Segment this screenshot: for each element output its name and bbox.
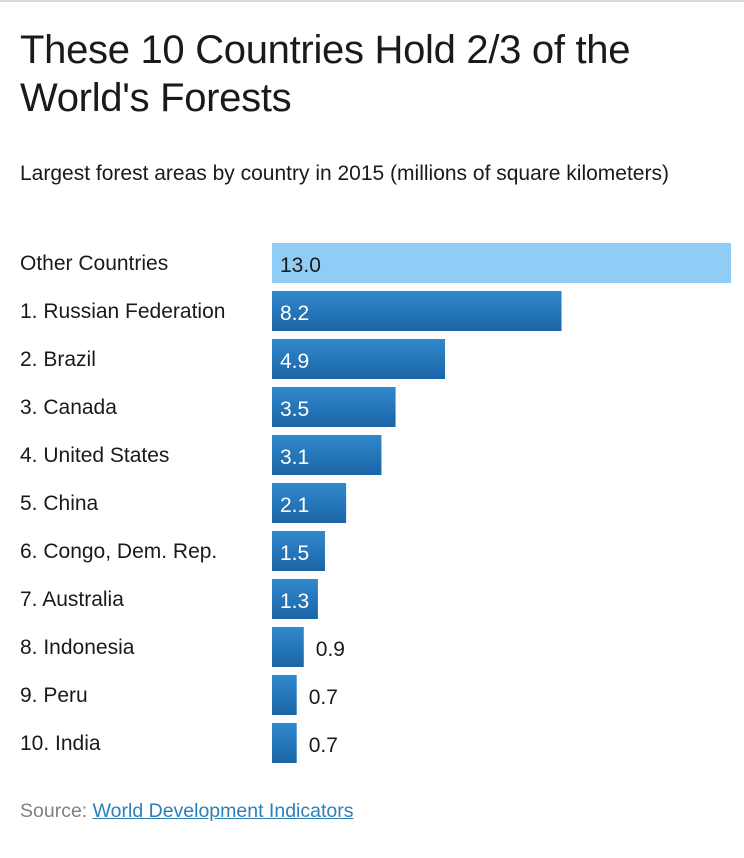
bar [272, 627, 304, 667]
bar [272, 435, 382, 475]
category-label: 7. Australia [20, 588, 124, 611]
value-label: 0.9 [316, 638, 345, 661]
category-label: Other Countries [20, 252, 168, 275]
value-label: 13.0 [280, 254, 321, 277]
value-label: 8.2 [280, 302, 309, 325]
value-label: 0.7 [309, 734, 338, 757]
bar [272, 675, 297, 715]
category-label: 8. Indonesia [20, 636, 135, 659]
value-label: 4.9 [280, 350, 309, 373]
chart-title: These 10 Countries Hold 2/3 of the World… [20, 28, 631, 120]
category-label: 9. Peru [20, 684, 88, 707]
bar [272, 531, 325, 571]
category-label: 4. United States [20, 444, 169, 467]
bar [272, 483, 347, 523]
bar [272, 291, 562, 331]
category-label: 3. Canada [20, 396, 117, 419]
value-label: 3.1 [280, 446, 309, 469]
chart-subtitle: Largest forest areas by country in 2015 … [20, 162, 669, 185]
value-label: 2.1 [280, 494, 309, 517]
category-label: 6. Congo, Dem. Rep. [20, 540, 217, 563]
category-label: 10. India [20, 732, 101, 755]
bar [272, 339, 446, 379]
bar [272, 723, 297, 763]
source-link[interactable]: World Development Indicators [92, 800, 354, 822]
top-divider [0, 0, 744, 2]
category-label: 1. Russian Federation [20, 300, 225, 323]
value-label: 1.3 [280, 590, 309, 613]
category-label: 5. China [20, 492, 99, 515]
value-label: 0.7 [309, 686, 338, 709]
value-label: 1.5 [280, 542, 309, 565]
bar [272, 387, 396, 427]
source-label: Source: [20, 800, 88, 822]
bar-other-countries [272, 243, 731, 283]
bar [272, 579, 318, 619]
value-label: 3.5 [280, 398, 309, 421]
bar-chart: Other Countries 13.0 1. Russian Federation… [20, 243, 731, 763]
source-line: Source: World Development Indicators [20, 798, 353, 824]
category-label: 2. Brazil [20, 348, 96, 371]
